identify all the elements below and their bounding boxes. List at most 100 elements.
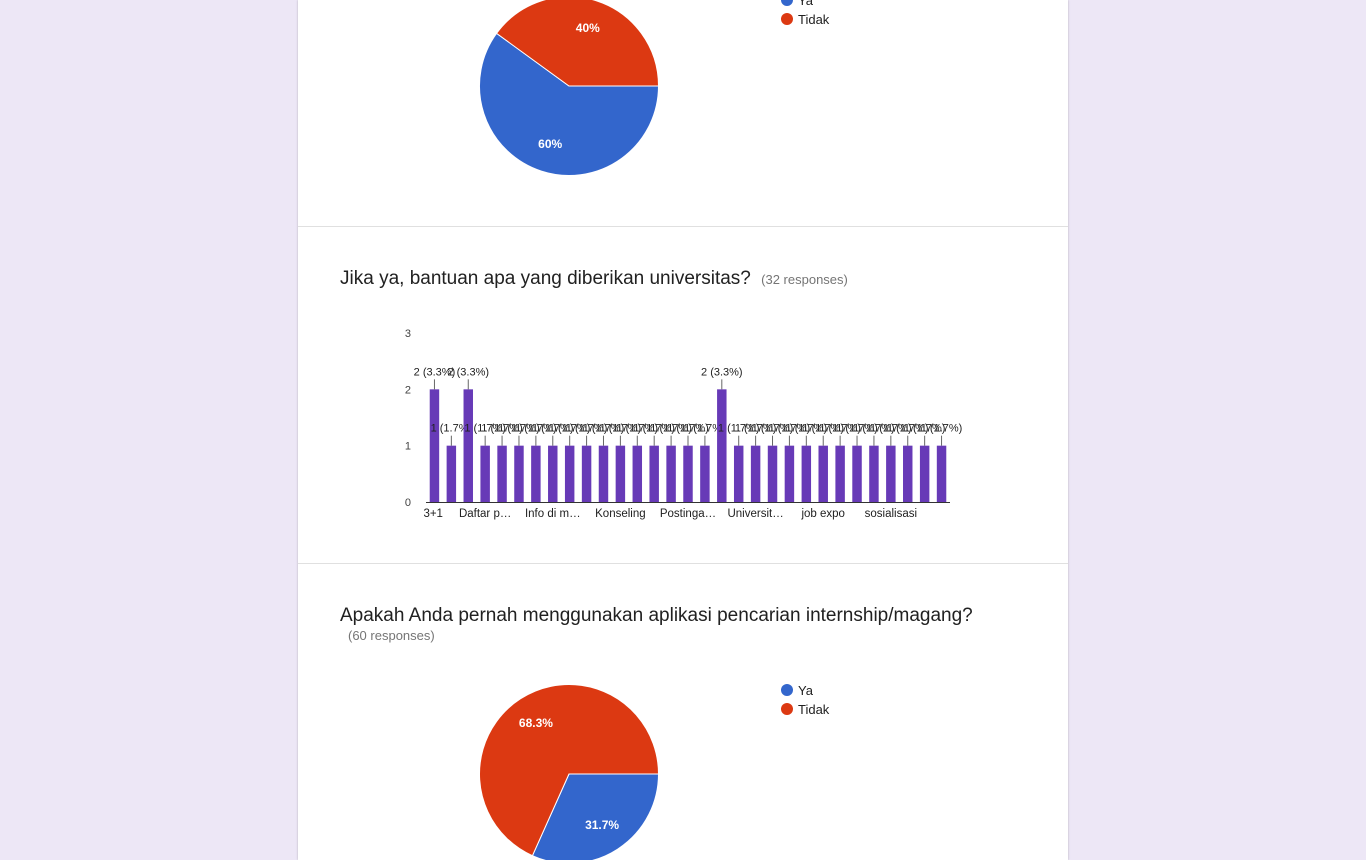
bar-value-label: 1 (1.7%) (802, 423, 844, 435)
bar (632, 445, 643, 502)
bar (717, 389, 727, 502)
bar-value-label: 1 (1.7%) (870, 423, 912, 435)
bar (869, 445, 879, 502)
x-tick-label: Info di m… (525, 508, 581, 520)
bar (700, 445, 710, 502)
bar (446, 445, 457, 502)
legend-swatch (781, 703, 793, 715)
x-tick-label: 3+1 (423, 508, 443, 520)
x-tick-label: job expo (800, 508, 844, 520)
bar-value-label: 1 (1.7%) (650, 423, 692, 435)
bar (514, 445, 524, 502)
bar (903, 445, 913, 502)
bar-value-label: 1 (1.7%) (904, 423, 946, 435)
pie-slice-tidak (479, 684, 660, 857)
response-count: (60 responses) (348, 628, 435, 643)
bar-value-label: 1 (1.7%) (752, 423, 794, 435)
y-tick-label: 2 (405, 384, 411, 396)
bar (581, 445, 592, 502)
x-tick-label: Daftar p… (459, 508, 511, 520)
bar-value-label: 1 (1.7%) (481, 423, 523, 435)
bar-value-label: 1 (1.7%) (532, 423, 574, 435)
pie-slice-label: 31.7% (585, 818, 619, 832)
bar (886, 445, 896, 502)
form-summary-sheet: 60% 40% Ya Tidak Jika ya, bantuan apa yang… (298, 0, 1068, 860)
bar-value-label: 1 (1.7%) (769, 423, 811, 435)
bar-value-label: 1 (1.7%) (718, 423, 760, 435)
pie-slice-label: 68.3% (519, 716, 553, 730)
bar (784, 445, 795, 502)
pie-slice-ya (531, 773, 660, 860)
bar (429, 389, 440, 502)
section-divider (298, 563, 1068, 564)
legend-swatch (781, 684, 793, 696)
bar-value-label: 1 (1.7%) (887, 423, 929, 435)
bar-value-label: 2 (3.3%) (414, 366, 456, 378)
legend-label: Tidak (798, 702, 830, 717)
bar-value-label: 1 (1.7%) (464, 423, 506, 435)
y-tick-label: 1 (405, 441, 411, 453)
legend-2: Ya Tidak (781, 681, 829, 719)
bar (480, 445, 490, 502)
bar (598, 445, 609, 502)
bar-value-label: 1 (1.7%) (735, 423, 777, 435)
bar (463, 389, 473, 502)
pie-slice-label: 60% (538, 137, 562, 151)
legend-swatch (781, 13, 793, 25)
bar-value-label: 1 (1.7%) (836, 423, 878, 435)
bar (733, 445, 744, 502)
bar (835, 445, 845, 502)
pie-slice-label: 40% (576, 21, 600, 35)
bar-value-label: 1 (1.7%) (921, 423, 963, 435)
pie-chart-1: 60% 40% (479, 0, 660, 176)
x-tick-label: Postinga… (660, 508, 716, 520)
bar-value-label: 1 (1.7%) (617, 423, 659, 435)
bar-value-label: 1 (1.7%) (583, 423, 625, 435)
legend-item: Ya (781, 0, 829, 10)
question-text: Apakah Anda pernah menggunakan aplikasi … (340, 605, 973, 626)
legend-label: Tidak (798, 12, 830, 27)
legend-item: Tidak (781, 700, 829, 719)
bar (852, 445, 862, 502)
bar (683, 445, 693, 502)
bar-value-label: 2 (3.3%) (701, 366, 743, 378)
bar-value-label: 1 (1.7%) (684, 423, 726, 435)
response-count: (32 responses) (761, 272, 848, 287)
legend-1: Ya Tidak (781, 0, 829, 29)
y-tick-label: 0 (405, 497, 411, 509)
bar (750, 445, 761, 502)
bar-value-label: 2 (3.3%) (447, 366, 489, 378)
bar-value-label: 1 (1.7%) (498, 423, 540, 435)
pie-slice-tidak (495, 0, 660, 87)
bar-value-label: 1 (1.7%) (566, 423, 608, 435)
x-tick-label: sosialisasi (865, 508, 917, 520)
legend-swatch (781, 0, 793, 6)
pie-chart-2: 31.7% 68.3% (479, 684, 660, 860)
question-title-2: Jika ya, bantuan apa yang diberikan univ… (340, 267, 848, 292)
x-tick-label: Universit… (727, 508, 783, 520)
question-title-3: Apakah Anda pernah menggunakan aplikasi … (340, 604, 973, 628)
bar-value-label: 1 (1.7%) (853, 423, 895, 435)
bar (531, 445, 541, 502)
bar (649, 445, 659, 502)
legend-label: Ya (798, 0, 813, 8)
bar (818, 445, 828, 502)
section-divider (298, 226, 1068, 227)
bar (919, 445, 930, 502)
bar (936, 445, 947, 502)
bar (564, 445, 575, 502)
bar-value-label: 1 (1.7%) (549, 423, 591, 435)
legend-item: Ya (781, 681, 829, 700)
bar (615, 445, 626, 502)
x-tick-label: Konseling (595, 508, 646, 520)
question-text: Jika ya, bantuan apa yang diberikan univ… (340, 268, 751, 289)
bar-value-label: 1 (1.7%) (786, 423, 828, 435)
bar-value-label: 1 (1.7%) (819, 423, 861, 435)
legend-label: Ya (798, 683, 813, 698)
bar-value-label: 1 (1.7%) (431, 423, 473, 435)
bar-value-label: 1 (1.7%) (600, 423, 642, 435)
bar (666, 445, 676, 502)
bar-value-label: 1 (1.7%) (633, 423, 675, 435)
y-tick-label: 3 (405, 328, 411, 340)
